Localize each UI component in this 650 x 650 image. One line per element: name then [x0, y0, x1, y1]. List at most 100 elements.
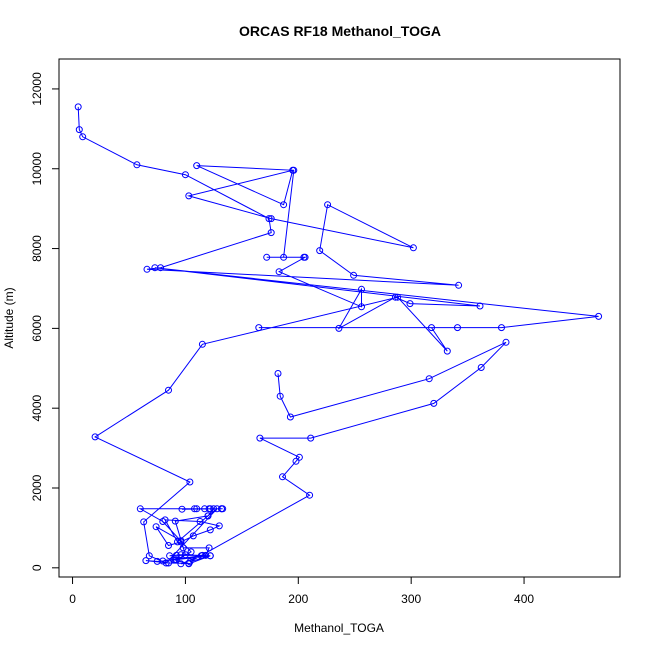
data-point [145, 552, 153, 560]
data-point [290, 166, 298, 174]
data-point [140, 518, 148, 526]
data-point [210, 505, 218, 513]
data-point [181, 551, 189, 559]
data-point [358, 285, 365, 293]
y-axis: 0 2000 4000 6000 8000 10000 12000 [30, 72, 60, 571]
y-tick-label: 2000 [30, 474, 44, 501]
data-point [162, 559, 170, 567]
data-point [204, 512, 212, 520]
data-point [256, 434, 264, 442]
y-tick-label: 8000 [30, 235, 44, 262]
data-point [165, 559, 172, 567]
data-point [142, 557, 150, 565]
data-point [91, 433, 99, 441]
data-point [306, 491, 314, 499]
data-point [161, 516, 169, 524]
data-point [267, 229, 275, 237]
data-point [185, 192, 193, 200]
data-point [394, 293, 402, 301]
data-point [133, 161, 141, 169]
data-point [265, 215, 273, 223]
data-point [595, 312, 603, 320]
data-point [153, 557, 161, 565]
data-point [205, 505, 213, 513]
data-point [206, 552, 214, 560]
data-point [179, 544, 187, 552]
data-point [280, 253, 288, 261]
data-point [406, 300, 414, 308]
data-point [177, 537, 185, 545]
data-point [198, 551, 206, 559]
data-point [292, 457, 300, 465]
series-points [74, 103, 603, 568]
data-point [186, 558, 194, 566]
data-point [181, 171, 189, 179]
y-axis-label: Altitude (m) [2, 287, 16, 348]
y-tick-label: 4000 [30, 395, 44, 422]
chart-title: ORCAS RF18 Methanol_TOGA [239, 23, 441, 39]
y-tick-label: 12000 [30, 72, 44, 106]
data-point [215, 522, 223, 530]
x-tick-label: 400 [514, 592, 534, 606]
data-point [276, 392, 284, 400]
data-point [198, 340, 206, 348]
data-point [205, 544, 213, 552]
data-point [177, 560, 185, 568]
data-point [443, 347, 451, 355]
data-point [275, 268, 283, 276]
data-point [177, 551, 185, 559]
x-axis: 0 100 200 300 400 [69, 576, 534, 606]
data-point [295, 453, 303, 461]
y-tick-label: 0 [30, 564, 44, 571]
data-point [165, 386, 172, 394]
data-point [171, 517, 179, 525]
data-point [280, 201, 288, 209]
data-point [202, 551, 210, 559]
data-point [174, 538, 181, 546]
data-point [193, 162, 201, 170]
x-tick-label: 200 [288, 592, 308, 606]
x-tick-label: 100 [175, 592, 195, 606]
data-point [170, 556, 178, 564]
y-tick-label: 6000 [30, 315, 44, 342]
data-point [143, 265, 151, 273]
data-point [279, 473, 286, 481]
data-point [391, 293, 399, 301]
data-point [152, 523, 160, 531]
data-point [455, 281, 463, 289]
data-point [136, 505, 144, 513]
data-point [186, 478, 194, 486]
data-point [274, 370, 282, 377]
data-point [187, 548, 195, 556]
data-point [316, 247, 324, 255]
data-point [301, 253, 309, 261]
series-line [77, 106, 599, 565]
data-point [428, 324, 435, 332]
plot-frame [58, 58, 621, 578]
data-point [191, 505, 198, 513]
data-point [430, 399, 438, 407]
data-point [166, 552, 174, 560]
data-point [206, 526, 214, 534]
data-point [498, 324, 505, 332]
data-point [79, 133, 87, 141]
data-point [454, 324, 461, 332]
y-tick-label: 10000 [30, 152, 44, 186]
data-point [307, 434, 315, 442]
data-point [165, 542, 172, 549]
data-point [75, 126, 83, 134]
data-point [477, 364, 485, 371]
data-point [335, 324, 343, 332]
data-point [178, 505, 186, 513]
data-point [286, 413, 294, 421]
data-point [324, 201, 332, 209]
data-point [358, 303, 365, 311]
data-point [425, 375, 433, 383]
data-point [193, 505, 201, 513]
data-point [218, 505, 225, 513]
data-point [263, 253, 271, 261]
data-point [151, 264, 159, 272]
data-point [350, 271, 358, 279]
x-tick-label: 0 [69, 592, 76, 606]
